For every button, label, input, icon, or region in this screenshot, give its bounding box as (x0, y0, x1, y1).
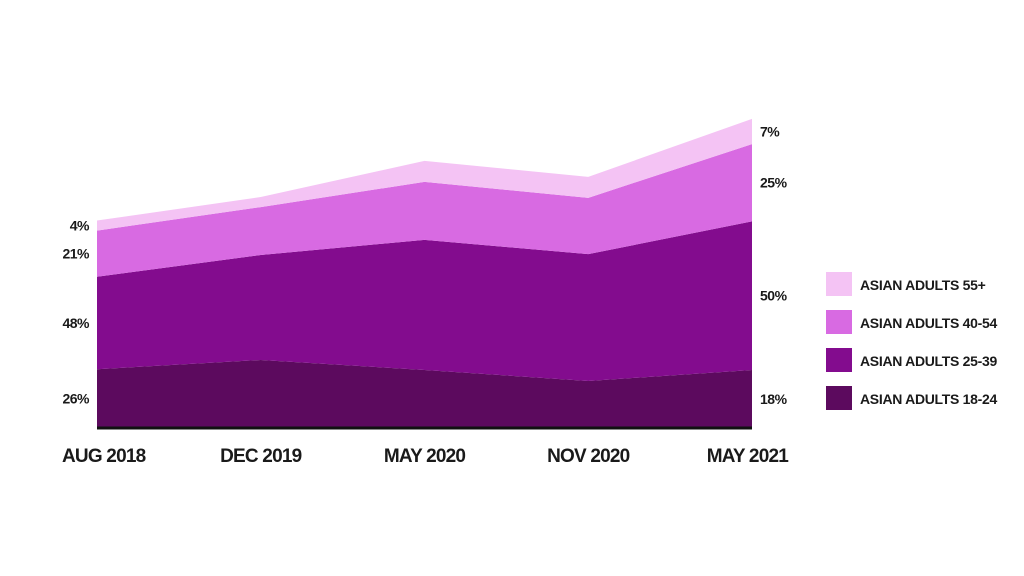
legend-item-asian-adults-25-39: ASIAN ADULTS 25-39 (826, 348, 998, 372)
legend-swatch (826, 348, 852, 372)
legend-swatch (826, 386, 852, 410)
end-percent-label: 18% (760, 391, 788, 407)
x-tick-label: MAY 2020 (384, 446, 466, 467)
area-asian-adults-18-24 (97, 359, 752, 428)
legend-item-asian-adults-18-24: ASIAN ADULTS 18-24 (826, 386, 998, 410)
start-percent-labels: 26% 48% 21% 4% (62, 218, 90, 407)
start-percent-label: 4% (70, 218, 90, 234)
legend-swatch (826, 272, 852, 296)
legend: ASIAN ADULTS 55+ ASIAN ADULTS 40-54 ASIAN … (826, 272, 998, 410)
legend-label: ASIAN ADULTS 25-39 (860, 353, 997, 369)
area-layers (97, 118, 752, 428)
legend-label: ASIAN ADULTS 40-54 (860, 315, 997, 331)
area-asian-adults-25-39 (97, 221, 752, 381)
legend-swatch (826, 310, 852, 334)
area-asian-adults-40-54 (97, 144, 752, 277)
legend-item-asian-adults-40-54: ASIAN ADULTS 40-54 (826, 310, 998, 334)
x-tick-label: AUG 2018 (62, 446, 146, 467)
end-percent-label: 25% (760, 175, 788, 191)
legend-label: ASIAN ADULTS 55+ (860, 277, 986, 293)
start-percent-label: 21% (62, 246, 90, 262)
legend-item-asian-adults-55-plus: ASIAN ADULTS 55+ (826, 272, 986, 296)
x-tick-label: MAY 2021 (707, 446, 790, 467)
start-percent-label: 48% (62, 315, 90, 331)
x-tick-label: DEC 2019 (220, 446, 301, 467)
end-percent-label: 7% (760, 123, 780, 139)
start-percent-label: 26% (62, 391, 90, 407)
area-asian-adults-55-plus (97, 118, 752, 231)
x-tick-label: NOV 2020 (547, 446, 630, 467)
end-percent-label: 50% (760, 288, 788, 304)
legend-label: ASIAN ADULTS 18-24 (860, 391, 997, 407)
end-percent-labels: 18% 50% 25% 7% (760, 123, 788, 407)
x-axis-tick-labels: AUG 2018 DEC 2019 MAY 2020 NOV 2020 MAY 2021 (62, 446, 790, 467)
